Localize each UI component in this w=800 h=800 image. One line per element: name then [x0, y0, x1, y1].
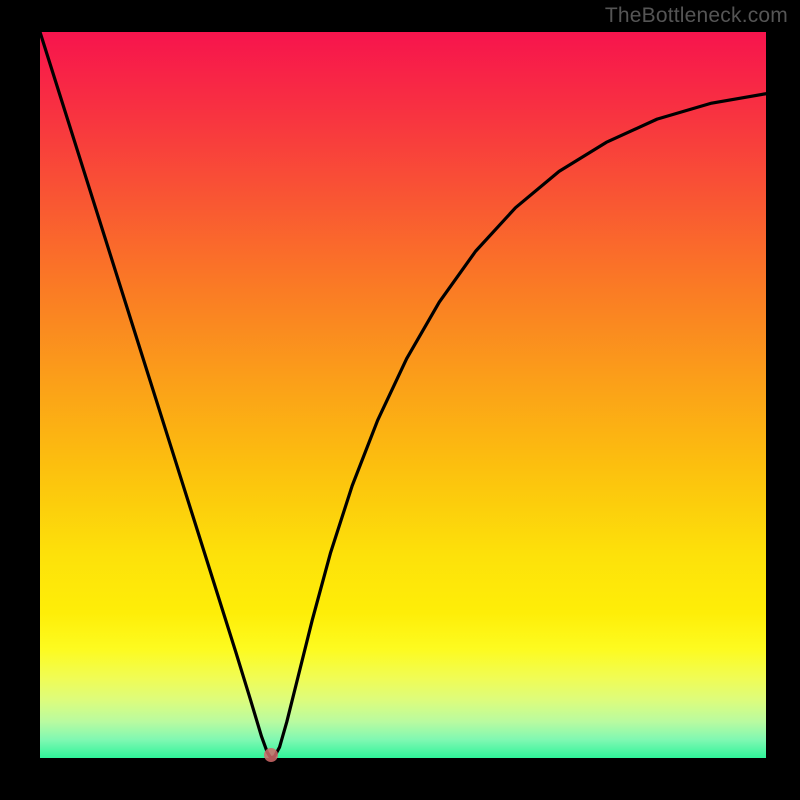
plot-area — [40, 32, 766, 758]
watermark-text: TheBottleneck.com — [605, 4, 788, 28]
bottleneck-curve — [40, 32, 766, 758]
optimum-marker — [264, 748, 278, 762]
